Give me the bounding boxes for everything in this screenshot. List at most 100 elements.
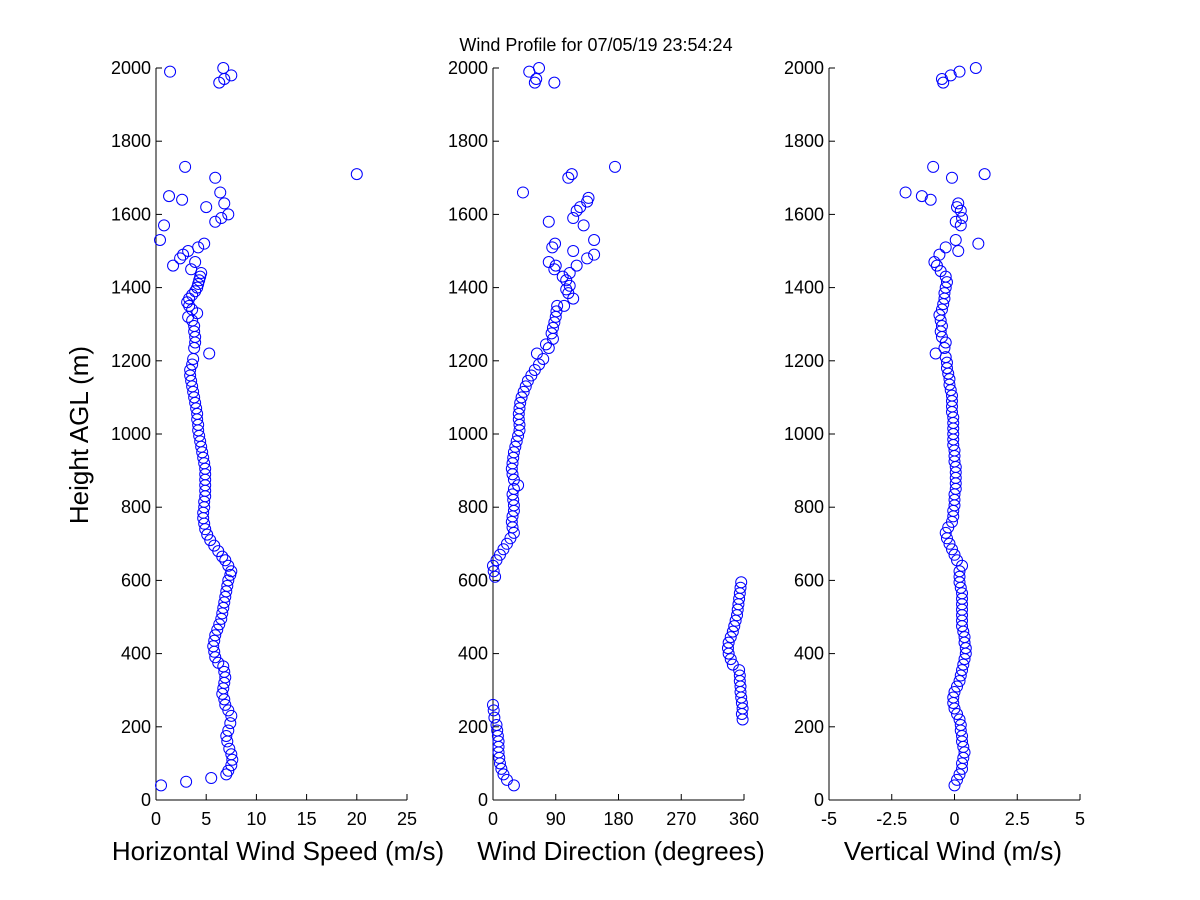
y-tick-label: 400 xyxy=(458,644,488,664)
data-point xyxy=(940,276,953,289)
data-point xyxy=(506,488,519,501)
data-point xyxy=(507,446,520,459)
data-point xyxy=(735,576,748,589)
data-point xyxy=(509,440,522,453)
y-tick-label: 0 xyxy=(814,790,824,810)
data-point xyxy=(949,215,962,228)
x-tick-label: -5 xyxy=(821,809,837,829)
data-point xyxy=(542,215,555,228)
data-point xyxy=(222,724,235,737)
data-point xyxy=(189,255,202,268)
data-point xyxy=(930,259,943,272)
data-point xyxy=(533,62,546,74)
x-tick-label: -2.5 xyxy=(876,809,907,829)
y-tick-label: 1200 xyxy=(111,351,151,371)
data-point xyxy=(225,69,238,82)
y-tick-label: 0 xyxy=(141,790,151,810)
y-tick-label: 1800 xyxy=(784,131,824,151)
data-point xyxy=(201,528,214,541)
data-point xyxy=(556,270,569,283)
data-point xyxy=(488,711,501,724)
data-point xyxy=(220,729,233,742)
data-point xyxy=(958,746,971,759)
data-point xyxy=(192,241,205,254)
data-point xyxy=(192,277,205,290)
data-point xyxy=(956,664,969,677)
data-point xyxy=(949,234,962,247)
data-point xyxy=(943,373,956,386)
data-point xyxy=(490,718,503,731)
data-point xyxy=(724,653,737,666)
data-point xyxy=(515,391,528,404)
data-point xyxy=(558,299,571,312)
data-point xyxy=(958,631,971,644)
data-point xyxy=(734,581,747,594)
data-point xyxy=(198,237,211,250)
y-tick-label: 800 xyxy=(794,497,824,517)
data-point xyxy=(948,548,961,561)
data-point xyxy=(519,380,532,393)
data-point xyxy=(726,625,739,638)
panel-3: 0 200 400 600 800 1000 1200 1400 1600 1800 2000 -5 -… xyxy=(784,58,1085,866)
data-point xyxy=(956,587,969,600)
y-tick-label: 1000 xyxy=(111,424,151,444)
data-point xyxy=(951,680,964,693)
data-point xyxy=(155,779,168,792)
y-tick-label: 1400 xyxy=(448,278,488,298)
y-tick-label: 2000 xyxy=(784,58,824,78)
data-point xyxy=(205,772,218,785)
data-point xyxy=(588,248,601,261)
data-point xyxy=(179,160,192,173)
chart-title: Wind Profile for 07/05/19 23:54:24 xyxy=(459,35,732,55)
data-point xyxy=(193,274,206,287)
data-point xyxy=(938,341,951,354)
data-point xyxy=(721,642,734,655)
data-point xyxy=(164,65,177,78)
y-tick-label: 600 xyxy=(458,570,488,590)
data-point xyxy=(947,691,960,704)
data-point xyxy=(219,698,232,711)
data-point xyxy=(952,197,965,210)
data-point xyxy=(924,193,937,206)
data-point xyxy=(609,160,622,173)
data-point xyxy=(194,270,207,283)
y-tick-label: 600 xyxy=(794,570,824,590)
data-point xyxy=(927,160,940,173)
data-point xyxy=(954,204,967,217)
data-point xyxy=(204,534,217,547)
data-point xyxy=(726,658,739,671)
data-point xyxy=(939,526,952,539)
data-point xyxy=(954,669,967,682)
data-point xyxy=(222,208,235,221)
x-tick-label: 0 xyxy=(949,809,959,829)
data-point xyxy=(567,245,580,257)
y-tick-label: 1000 xyxy=(784,424,824,444)
x-tick-label: 0 xyxy=(488,809,498,829)
y-tick-label: 1800 xyxy=(448,131,488,151)
x-tick-label: 10 xyxy=(246,809,266,829)
data-point xyxy=(185,263,198,276)
data-point xyxy=(542,255,555,268)
data-point xyxy=(497,768,510,781)
data-point xyxy=(549,237,562,250)
data-point xyxy=(184,363,197,376)
y-tick-label: 1400 xyxy=(111,278,151,298)
data-point xyxy=(956,757,969,770)
x-tick-label: 2.5 xyxy=(1005,809,1030,829)
data-point xyxy=(956,212,969,225)
x-axis-label: Vertical Wind (m/s) xyxy=(844,836,1062,866)
data-point xyxy=(565,168,578,181)
data-point xyxy=(180,775,193,788)
data-point xyxy=(191,281,204,294)
data-point xyxy=(507,482,520,495)
data-point xyxy=(163,190,176,203)
data-point xyxy=(549,259,562,272)
data-point xyxy=(188,320,201,333)
data-point xyxy=(951,554,964,567)
data-point xyxy=(487,704,500,717)
data-point xyxy=(722,636,735,649)
panel-1: 0 200 400 600 800 1000 1200 1400 1600 1800 2000 0 5 1… xyxy=(111,58,444,866)
data-point xyxy=(225,748,238,761)
data-point xyxy=(213,618,226,631)
data-point xyxy=(218,197,231,210)
